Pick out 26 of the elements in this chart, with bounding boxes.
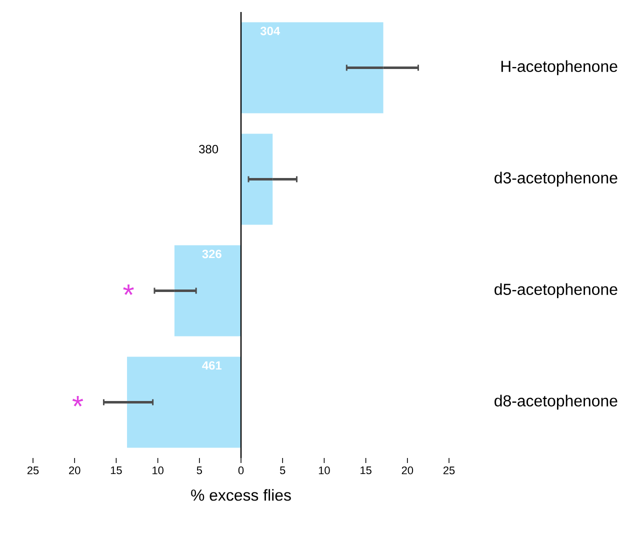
annotation: 326 <box>202 250 222 258</box>
annotation: * <box>72 396 84 406</box>
bar <box>241 134 273 225</box>
x-tick-label: 15 <box>110 466 122 474</box>
y-tick-label: d5-acetophenone <box>494 283 618 298</box>
annotation: 380 <box>199 144 218 154</box>
x-tick-label: 10 <box>318 466 330 474</box>
bar <box>241 22 384 114</box>
bar <box>174 245 242 336</box>
x-tick-label: 25 <box>443 466 455 474</box>
annotation: 461 <box>202 361 222 370</box>
annotation: * <box>123 284 134 295</box>
y-tick-label: d3-acetophenone <box>494 172 618 187</box>
x-tick-label: 20 <box>69 466 80 474</box>
x-axis-title: % excess flies <box>191 489 291 501</box>
annotation: 304 <box>260 26 280 36</box>
y-tick-label: H-acetophenone <box>501 60 618 76</box>
x-tick-label: 15 <box>360 466 372 474</box>
x-tick-label: 0 <box>238 466 244 474</box>
x-tick-label: 10 <box>152 466 164 474</box>
x-tick-label: 5 <box>280 466 286 474</box>
x-tick-label: 20 <box>402 466 414 474</box>
x-tick-label: 25 <box>27 466 39 474</box>
x-tick-label: 5 <box>196 466 202 474</box>
y-tick-label: d8-acetophenone <box>494 394 618 410</box>
bar <box>127 356 242 448</box>
